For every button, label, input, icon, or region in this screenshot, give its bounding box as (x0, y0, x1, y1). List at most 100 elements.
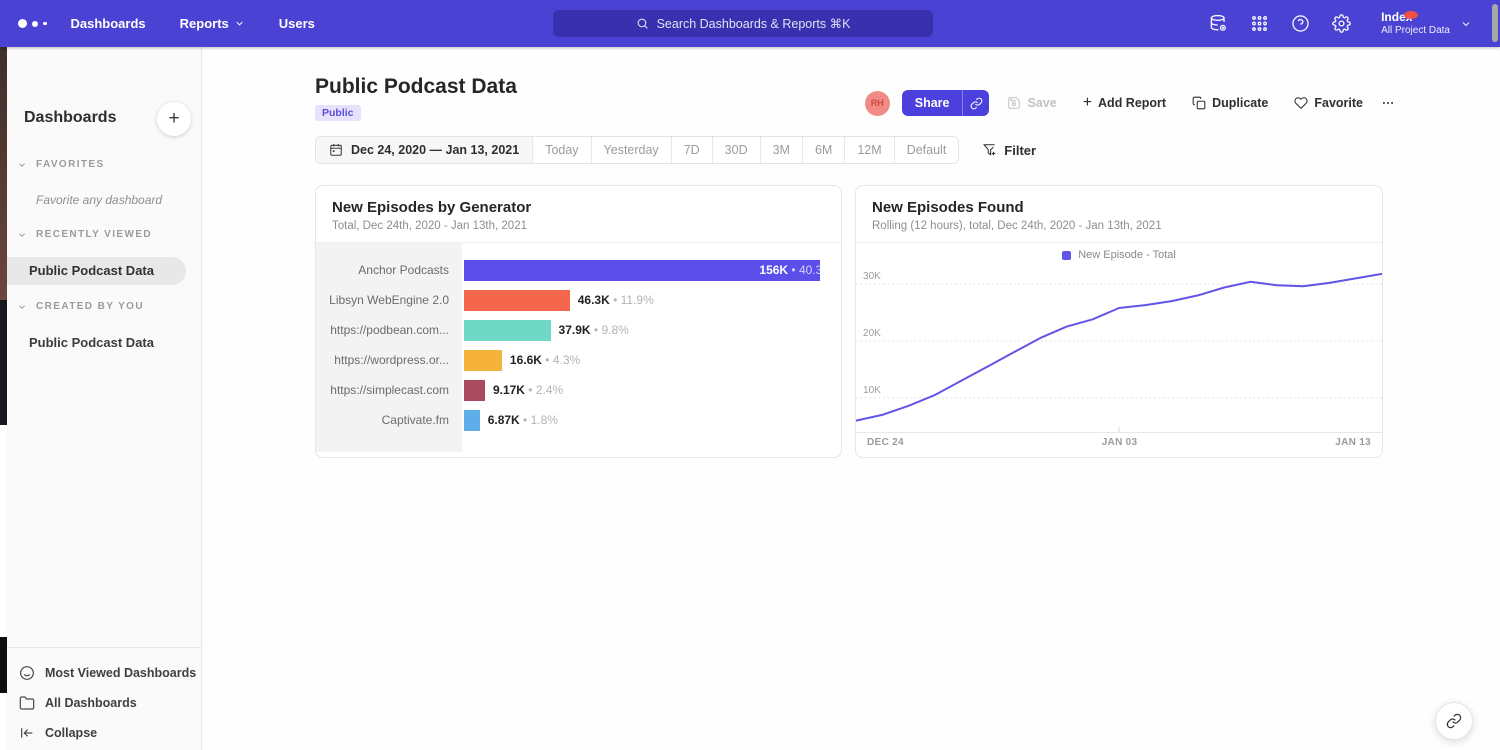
calendar-icon (329, 143, 343, 157)
legend-swatch (1062, 251, 1071, 260)
avatar[interactable]: RH (865, 91, 890, 116)
preset-7d[interactable]: 7D (671, 137, 712, 163)
favorites-empty-note: Favorite any dashboard (36, 193, 162, 207)
bar-track: 9.17K • 2.4% (464, 380, 841, 401)
chart-title: New Episodes Found (872, 199, 1366, 216)
share-button-group: Share (902, 90, 990, 116)
card-new-episodes-found: New Episodes Found Rolling (12 hours), t… (855, 185, 1383, 458)
collapse-left-icon (19, 725, 35, 741)
chevron-down-icon (17, 230, 27, 240)
data-management-icon[interactable] (1209, 14, 1228, 33)
bar-track: 156K • 40.3% (464, 260, 841, 281)
apps-grid-icon[interactable] (1250, 14, 1269, 33)
nav-item-reports[interactable]: Reports (180, 16, 245, 31)
bar-row: https://podbean.com...37.9K • 9.8% (316, 315, 841, 345)
preset-yesterday[interactable]: Yesterday (591, 137, 671, 163)
bar-category-label: Anchor Podcasts (316, 263, 462, 277)
all-dashboards-button[interactable]: All Dashboards (19, 688, 201, 718)
preset-default[interactable]: Default (894, 137, 959, 163)
sidebar-item-public-podcast-data-active[interactable]: Public Podcast Data (7, 257, 186, 285)
screen-edge-artifact (0, 300, 7, 425)
bar-row: https://simplecast.com9.17K • 2.4% (316, 375, 841, 405)
share-button[interactable]: Share (902, 90, 963, 116)
bar-chart: Anchor Podcasts 156K • 40.3% Libsyn WebEng… (316, 243, 841, 452)
bar-value-label: 16.6K • 4.3% (510, 353, 580, 367)
x-axis-labels: DEC 24JAN 03JAN 13 (856, 432, 1382, 452)
floating-link-button[interactable] (1435, 702, 1473, 740)
more-options-button[interactable] (1379, 96, 1397, 110)
copy-icon (1192, 96, 1206, 110)
help-icon[interactable] (1291, 14, 1310, 33)
nav-items: Dashboards Reports Users (71, 16, 315, 31)
search-input[interactable]: Search Dashboards & Reports ⌘K (553, 10, 933, 37)
collapse-sidebar-button[interactable]: Collapse (19, 718, 201, 748)
preset-30d[interactable]: 30D (712, 137, 760, 163)
preset-today[interactable]: Today (532, 137, 590, 163)
share-link-button[interactable] (962, 90, 989, 116)
line-chart-svg: 10K20K30K (856, 267, 1382, 432)
bar-track: 6.87K • 1.8% (464, 410, 841, 431)
smiley-icon (19, 665, 35, 681)
filter-button[interactable]: Filter (983, 143, 1036, 158)
card-header: New Episodes Found Rolling (12 hours), t… (856, 186, 1382, 243)
preset-6m[interactable]: 6M (802, 137, 844, 163)
save-button[interactable]: Save (1007, 96, 1056, 110)
add-dashboard-button[interactable]: + (157, 102, 191, 136)
card-new-episodes-by-generator: New Episodes by Generator Total, Dec 24t… (315, 185, 842, 458)
bar-category-label: Libsyn WebEngine 2.0 (316, 293, 462, 307)
bar-track: 37.9K • 9.8% (464, 320, 841, 341)
public-badge: Public (315, 105, 361, 121)
screen-edge-artifact (0, 637, 7, 693)
preset-3m[interactable]: 3M (760, 137, 802, 163)
nav-item-users[interactable]: Users (279, 16, 315, 31)
sidebar-item-public-podcast-data[interactable]: Public Podcast Data (29, 335, 154, 350)
chart-subtitle: Rolling (12 hours), total, Dec 24th, 202… (872, 220, 1366, 232)
legend-label: New Episode - Total (1078, 249, 1176, 261)
link-icon (1446, 713, 1462, 729)
link-icon (970, 97, 983, 110)
bar-value-label: 156K • 40.3% (759, 263, 833, 277)
date-segmented-control: Dec 24, 2020 — Jan 13, 2021 TodayYesterd… (315, 136, 959, 164)
date-presets: TodayYesterday7D30D3M6M12MDefault (532, 137, 958, 163)
line-series (856, 274, 1382, 421)
sidebar-footer: Most Viewed Dashboards All Dashboards Co… (7, 647, 201, 750)
chart-subtitle: Total, Dec 24th, 2020 - Jan 13th, 2021 (332, 220, 825, 232)
x-tick-label: DEC 24 (867, 437, 904, 448)
most-viewed-dashboards-button[interactable]: Most Viewed Dashboards (19, 658, 201, 688)
bar (464, 410, 480, 431)
bar (464, 290, 570, 311)
bar (464, 350, 502, 371)
vertical-scrollbar-thumb[interactable] (1492, 4, 1498, 42)
board-actions: RH Share Save + Add Report Duplicate Fav… (865, 90, 1397, 116)
sidebar: Dashboards + FAVORITES Favorite any dash… (7, 47, 202, 750)
card-header: New Episodes by Generator Total, Dec 24t… (316, 186, 841, 243)
project-switcher[interactable]: Index All Project Data (1381, 10, 1472, 38)
svg-text:30K: 30K (863, 271, 881, 282)
nav-right: Index All Project Data (1209, 0, 1472, 47)
duplicate-button[interactable]: Duplicate (1192, 96, 1268, 110)
mixpanel-logo[interactable] (18, 19, 47, 28)
bar-track: 16.6K • 4.3% (464, 350, 841, 371)
search-placeholder: Search Dashboards & Reports ⌘K (657, 16, 851, 31)
bar-category-label: https://simplecast.com (316, 383, 462, 397)
project-subtitle: All Project Data (1381, 25, 1450, 38)
folder-icon (19, 695, 35, 711)
nav-item-dashboards[interactable]: Dashboards (71, 16, 146, 31)
bar-value-label: 46.3K • 11.9% (578, 293, 654, 307)
line-chart-plot: 10K20K30K (856, 267, 1382, 432)
date-range-picker[interactable]: Dec 24, 2020 — Jan 13, 2021 (316, 137, 532, 163)
sidebar-section-recently-viewed[interactable]: RECENTLY VIEWED (17, 229, 152, 240)
settings-gear-icon[interactable] (1332, 14, 1351, 33)
save-icon (1007, 96, 1021, 110)
favorite-button[interactable]: Favorite (1294, 96, 1363, 110)
bar-category-label: https://podbean.com... (316, 323, 462, 337)
sidebar-section-favorites[interactable]: FAVORITES (17, 159, 105, 170)
chart-legend: New Episode - Total (856, 243, 1382, 267)
chevron-down-icon (234, 18, 245, 29)
search-icon (636, 17, 649, 30)
sidebar-section-created-by-you[interactable]: CREATED BY YOU (17, 301, 144, 312)
preset-12m[interactable]: 12M (844, 137, 893, 163)
bar (464, 320, 551, 341)
bar-row: Anchor Podcasts 156K • 40.3% (316, 255, 841, 285)
add-report-button[interactable]: + Add Report (1083, 94, 1166, 112)
